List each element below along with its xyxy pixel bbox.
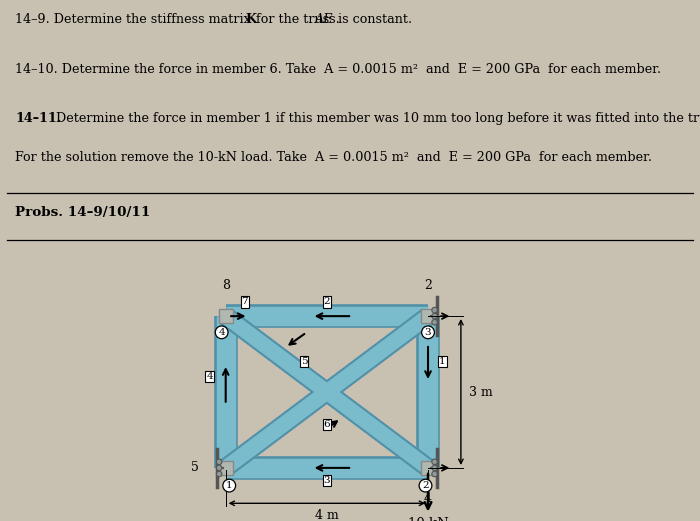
Text: 4: 4	[218, 328, 225, 337]
Text: AE: AE	[315, 13, 333, 26]
Text: 8: 8	[222, 279, 230, 292]
Text: 5: 5	[191, 462, 200, 475]
Text: K: K	[245, 13, 256, 26]
Text: 6: 6	[323, 420, 330, 429]
Circle shape	[216, 465, 222, 470]
Text: 1: 1	[226, 481, 232, 490]
Circle shape	[432, 313, 438, 319]
Text: 4: 4	[206, 373, 213, 381]
Circle shape	[432, 465, 438, 470]
Text: 3: 3	[425, 328, 431, 337]
Circle shape	[216, 471, 222, 477]
Text: 5: 5	[301, 357, 307, 366]
Text: 14–11.: 14–11.	[15, 112, 62, 125]
Text: 14–9. Determine the stiffness matrix: 14–9. Determine the stiffness matrix	[15, 13, 255, 26]
Text: for the truss.: for the truss.	[252, 13, 344, 26]
Text: 7: 7	[241, 297, 248, 306]
Text: 2: 2	[422, 481, 429, 490]
Text: 4 m: 4 m	[315, 510, 339, 521]
Circle shape	[216, 459, 222, 465]
Text: 2: 2	[323, 297, 330, 306]
FancyBboxPatch shape	[421, 461, 435, 475]
Circle shape	[432, 471, 438, 477]
Text: Determine the force in member 1 if this member was 10 mm too long before it was : Determine the force in member 1 if this …	[52, 112, 700, 125]
Text: For the solution remove the 10-kN load. Take  A = 0.0015 m²  and  E = 200 GPa  f: For the solution remove the 10-kN load. …	[15, 151, 652, 164]
Text: 2: 2	[424, 279, 432, 292]
FancyBboxPatch shape	[421, 309, 435, 323]
Circle shape	[432, 319, 438, 325]
Text: 3: 3	[323, 476, 330, 485]
Text: 1: 1	[439, 357, 445, 366]
Text: is constant.: is constant.	[334, 13, 412, 26]
Text: 10 kN: 10 kN	[407, 517, 449, 521]
Text: 4: 4	[424, 492, 432, 505]
Text: Probs. 14–9/10/11: Probs. 14–9/10/11	[15, 206, 150, 219]
Text: 3 m: 3 m	[470, 386, 494, 399]
Circle shape	[432, 459, 438, 465]
Circle shape	[432, 307, 438, 313]
FancyBboxPatch shape	[218, 309, 233, 323]
Text: 14–10. Determine the force in member 6. Take  A = 0.0015 m²  and  E = 200 GPa  f: 14–10. Determine the force in member 6. …	[15, 63, 661, 76]
FancyBboxPatch shape	[218, 461, 233, 475]
